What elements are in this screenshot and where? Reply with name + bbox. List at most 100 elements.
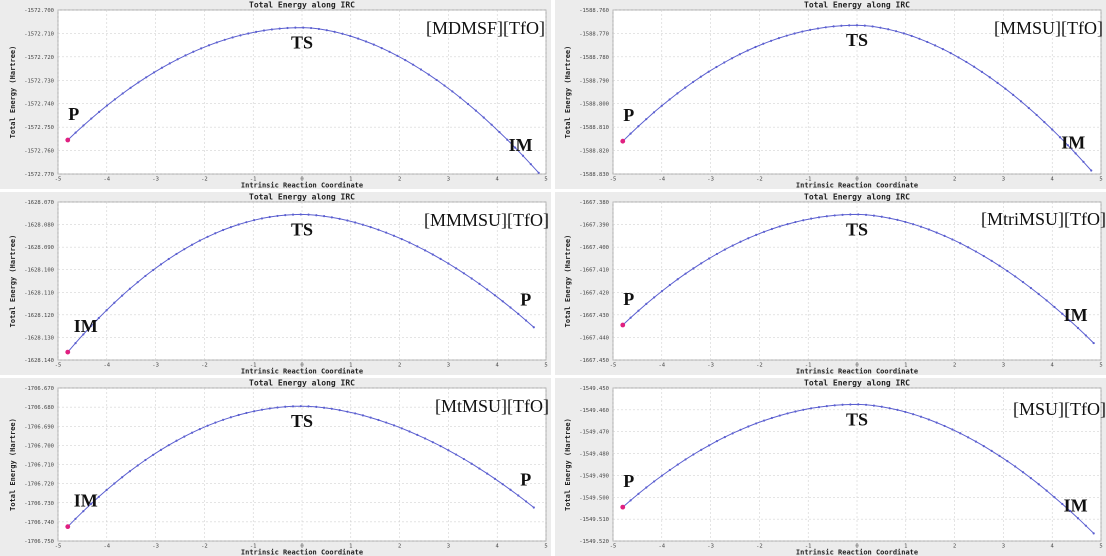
data-point <box>904 220 907 224</box>
data-point <box>887 28 890 31</box>
data-point <box>817 216 821 219</box>
data-point <box>1037 292 1040 296</box>
data-point <box>113 482 116 485</box>
data-point <box>330 407 333 410</box>
data-point <box>190 431 194 434</box>
y-tick-label: -1706.680 <box>24 405 54 411</box>
x-tick-label: 3 <box>447 363 450 369</box>
data-point <box>747 425 750 428</box>
data-point <box>372 43 375 46</box>
data-point <box>284 214 287 217</box>
data-point <box>408 430 411 433</box>
data-point <box>144 274 147 278</box>
x-tick-label: 1 <box>349 363 352 369</box>
data-point <box>276 214 279 218</box>
data-point <box>121 476 124 479</box>
data-point <box>493 294 497 297</box>
chart-title: Total Energy along IRC <box>249 193 355 202</box>
y-tick-label: -1549.480 <box>579 452 609 458</box>
data-point <box>668 468 671 472</box>
data-point <box>302 26 305 29</box>
data-point <box>816 27 820 30</box>
data-point <box>841 213 844 216</box>
data-point <box>286 26 289 30</box>
data-point <box>1045 299 1048 302</box>
data-point <box>423 437 427 440</box>
irc-chart: -5 -4 -3 -2 -1 0 1 2 3 4 5 -1588.760 -1588.770 -1588.… <box>564 1 1103 190</box>
data-point <box>105 488 108 492</box>
data-point <box>206 235 209 238</box>
y-tick-label: -1628.140 <box>24 358 54 364</box>
data-point <box>1066 144 1069 147</box>
data-point <box>309 26 313 30</box>
irc-panel: -5 -4 -3 -2 -1 0 1 2 3 4 5 -1588.760 -1588.770 -1588.… <box>555 0 1106 189</box>
irc-chart: -5 -4 -3 -2 -1 0 1 2 3 4 5 -1667.380 -1667.390 -1667.… <box>564 193 1106 376</box>
data-point <box>412 63 415 66</box>
data-point <box>990 449 993 452</box>
chart-title: Total Energy along IRC <box>249 1 355 10</box>
irc-panel: -5 -4 -3 -2 -1 0 1 2 3 4 5 -1572.700 -1572.710 -1572.… <box>0 0 551 189</box>
data-point <box>629 316 632 319</box>
data-point <box>754 45 757 49</box>
data-point <box>478 467 481 470</box>
data-point <box>260 217 264 220</box>
data-point <box>684 86 687 89</box>
y-tick-label: -1667.450 <box>579 358 609 364</box>
irc-chart: -5 -4 -3 -2 -1 0 1 2 3 4 5 -1549.450 -1549.460 -1549.… <box>564 379 1106 556</box>
data-point <box>482 116 485 119</box>
y-tick-label: -1549.470 <box>579 430 609 436</box>
data-point <box>284 405 287 408</box>
y-tick-label: -1588.820 <box>579 149 609 155</box>
data-point <box>755 422 758 425</box>
data-point <box>361 414 365 417</box>
x-tick-label: 5 <box>1099 544 1102 550</box>
data-point <box>423 249 427 252</box>
data-point <box>959 432 962 435</box>
data-point <box>416 245 419 248</box>
y-tick-label: -1628.100 <box>24 268 54 274</box>
data-point <box>896 218 899 222</box>
data-point <box>794 220 797 224</box>
data-point <box>183 248 186 251</box>
data-point <box>1006 269 1009 273</box>
data-point <box>935 421 938 424</box>
plot-area <box>612 201 1102 361</box>
annotation-p: P <box>623 471 634 491</box>
data-point <box>396 54 399 57</box>
data-point <box>933 44 937 47</box>
x-axis-label: Intrinsic Reaction Coordinate <box>241 549 363 556</box>
data-point <box>864 213 868 216</box>
data-point <box>872 214 876 217</box>
y-tick-label: -1572.770 <box>24 172 54 178</box>
data-point <box>857 213 860 216</box>
x-tick-label: -2 <box>201 177 208 183</box>
data-point <box>501 300 504 303</box>
data-point <box>840 24 843 27</box>
data-point <box>369 416 372 419</box>
data-point <box>762 230 766 233</box>
data-point <box>419 68 423 71</box>
data-point <box>810 217 813 220</box>
x-tick-label: -1 <box>805 363 812 369</box>
data-point <box>738 53 741 56</box>
data-point <box>982 254 985 258</box>
data-point <box>902 32 905 35</box>
data-point <box>1090 169 1093 172</box>
data-point <box>431 441 434 444</box>
x-tick-label: 4 <box>496 363 500 369</box>
y-tick-label: -1667.410 <box>579 268 609 274</box>
x-tick-label: 1 <box>904 177 907 183</box>
y-tick-label: -1706.750 <box>24 539 54 545</box>
data-point <box>346 410 349 413</box>
data-point <box>652 111 656 114</box>
data-point <box>668 98 671 101</box>
highlight-point <box>65 524 71 530</box>
highlight-point <box>65 137 71 143</box>
y-tick-label: -1572.760 <box>24 149 54 155</box>
y-tick-label: -1667.440 <box>579 335 609 341</box>
data-point <box>965 60 968 64</box>
x-tick-label: 1 <box>349 544 352 550</box>
data-point <box>268 407 271 410</box>
data-point <box>459 96 462 99</box>
data-point <box>294 26 297 29</box>
